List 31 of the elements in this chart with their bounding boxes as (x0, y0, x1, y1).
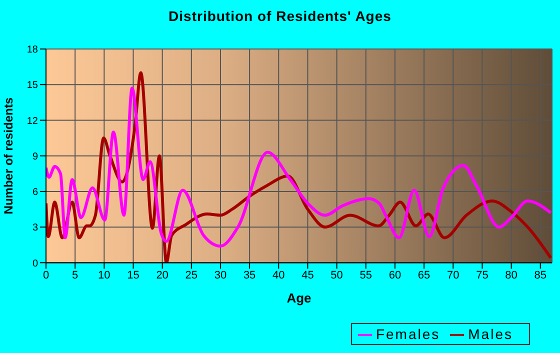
legend-label: Males (468, 326, 513, 342)
y-tick-label: 18 (26, 44, 38, 56)
line-series (46, 86, 552, 248)
x-tick-label: 60 (388, 270, 402, 282)
x-tick-label: 45 (302, 270, 314, 282)
x-tick-label: 10 (98, 270, 110, 282)
legend-label: Females (376, 326, 440, 342)
y-axis-title: Number of residents (1, 97, 16, 214)
x-tick-label: 70 (447, 270, 460, 282)
x-tick-label: 50 (330, 270, 343, 282)
y-tick-label: 12 (26, 116, 38, 127)
x-tick-label: 35 (243, 270, 256, 282)
x-tick-label: 40 (272, 270, 285, 282)
y-tick-label: 9 (32, 151, 38, 162)
x-tick-label: 25 (185, 270, 198, 282)
y-tick-label: 0 (32, 258, 38, 270)
y-tick-label: 6 (32, 187, 38, 198)
x-tick-label: 75 (476, 270, 488, 282)
x-tick-label: 15 (127, 270, 140, 282)
x-tick-label: 0 (42, 270, 50, 282)
x-tick-label: 85 (534, 270, 546, 282)
x-tick-label: 20 (156, 270, 168, 282)
y-tick-label: 3 (32, 222, 38, 234)
x-tick-label: 65 (418, 270, 430, 282)
x-axis-title: Age (286, 290, 312, 306)
x-tick-label: 80 (505, 270, 518, 282)
x-tick-label: 5 (72, 270, 78, 282)
y-tick-label: 15 (26, 80, 38, 92)
x-tick-label: 30 (214, 270, 227, 282)
chart-title: Distribution of Residents' Ages (168, 8, 392, 24)
x-tick-label: 55 (360, 270, 372, 282)
